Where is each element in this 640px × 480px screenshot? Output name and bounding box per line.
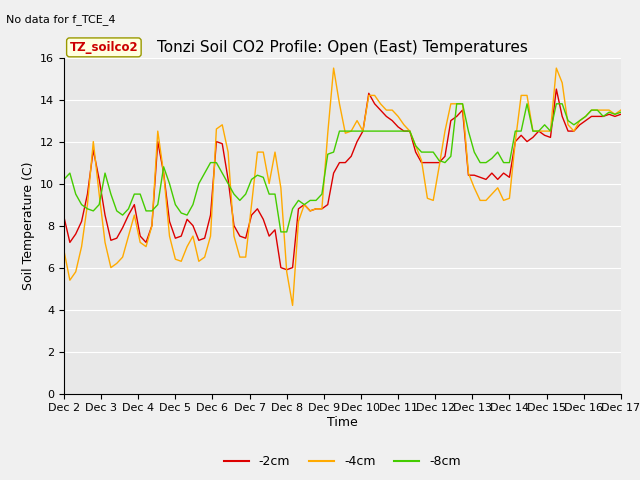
Text: TZ_soilco2: TZ_soilco2 [70,41,138,54]
Legend: -2cm, -4cm, -8cm: -2cm, -4cm, -8cm [219,450,466,473]
X-axis label: Time: Time [327,416,358,429]
Text: No data for f_TCE_4: No data for f_TCE_4 [6,14,116,25]
Y-axis label: Soil Temperature (C): Soil Temperature (C) [22,161,35,290]
Title: Tonzi Soil CO2 Profile: Open (East) Temperatures: Tonzi Soil CO2 Profile: Open (East) Temp… [157,40,528,55]
